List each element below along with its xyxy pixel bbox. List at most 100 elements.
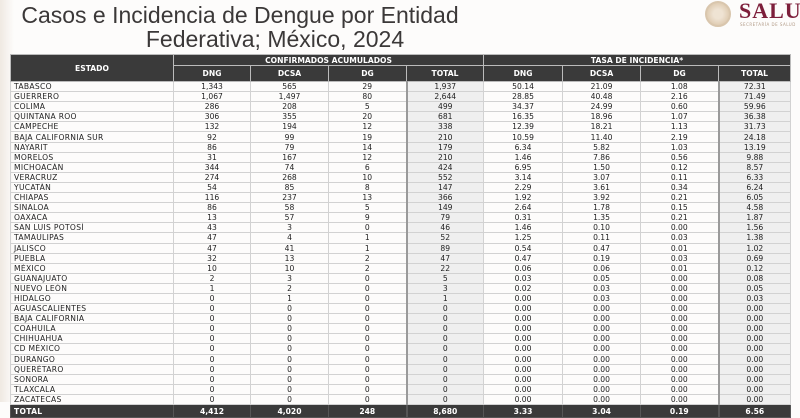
cell-value: 22 <box>405 262 485 274</box>
cell-value: 80 <box>328 91 407 103</box>
cell-value: 237 <box>250 192 329 204</box>
cell-value: 1.78 <box>562 202 642 214</box>
cell-value: 8.57 <box>717 161 792 173</box>
cell-value: 0.47 <box>562 242 642 254</box>
cell-value: 0.00 <box>717 363 792 375</box>
cell-value: 268 <box>250 171 329 183</box>
cell-value: 13 <box>328 192 407 204</box>
cell-value: 18.96 <box>562 111 642 123</box>
cell-value: 7.86 <box>562 151 642 163</box>
cell-value: 72.31 <box>717 80 792 93</box>
state-name: GUERRERO <box>10 91 174 103</box>
cell-value: 0 <box>250 303 329 315</box>
page-title-line1: Casos e Incidencia de Dengue por Entidad <box>21 2 459 28</box>
cell-value: 3.04 <box>562 404 642 418</box>
cell-value: 0 <box>250 363 329 375</box>
cell-value: 0 <box>173 343 251 355</box>
cell-value: 1.50 <box>562 161 642 173</box>
cell-value: 0.00 <box>562 313 642 325</box>
cell-value: 0.03 <box>640 252 720 264</box>
cell-value: 2.16 <box>640 91 720 103</box>
cell-value: 0 <box>173 333 251 345</box>
state-name: SINALOA <box>10 202 174 214</box>
cell-value: 1.46 <box>483 151 564 163</box>
cell-value: 13 <box>250 252 329 264</box>
state-name: JALISCO <box>10 242 174 254</box>
cell-value: 2 <box>173 272 251 284</box>
cell-value: 0 <box>405 373 485 385</box>
cell-value: 2.29 <box>483 181 564 194</box>
cell-value: 0 <box>405 333 485 345</box>
cell-value: 0 <box>173 303 251 315</box>
cell-value: 0.00 <box>562 373 642 385</box>
cell-value: 5 <box>405 272 485 284</box>
cell-value: 355 <box>250 111 329 123</box>
cell-value: 0.31 <box>483 212 564 224</box>
cell-value: 0 <box>328 383 407 395</box>
cell-value: 2 <box>250 282 329 294</box>
cell-value: 0.00 <box>562 303 642 315</box>
cell-value: 40.48 <box>562 91 642 103</box>
table-row: JALISCO 47 41 1 89 0.54 0.47 0.01 1.02 <box>10 242 792 254</box>
table-row: CHIAPAS 116 237 13 366 1.92 3.92 0.21 6.05 <box>10 192 792 204</box>
cell-value: 0.00 <box>483 363 564 375</box>
cell-value: 0.34 <box>640 181 720 194</box>
table-row: CHIHUAHUA 0 0 0 0 0.00 0.00 0.00 0.00 <box>10 333 792 345</box>
cell-value: 0 <box>173 353 251 365</box>
cell-value: 47 <box>405 252 485 264</box>
cell-value: 41 <box>250 242 329 254</box>
cell-value: 0.21 <box>640 212 720 224</box>
cell-value: 0.05 <box>717 282 792 294</box>
cell-value: 0.19 <box>562 252 642 264</box>
cell-value: 9.88 <box>717 151 792 163</box>
cell-value: 0.11 <box>640 171 720 183</box>
cell-value: 0 <box>328 333 407 345</box>
cell-value: 0.00 <box>717 323 792 335</box>
cell-value: 20 <box>328 111 407 123</box>
cell-value: 47 <box>173 242 251 254</box>
table-row: PUEBLA 32 13 2 47 0.47 0.19 0.03 0.69 <box>10 252 792 264</box>
cell-value: 1,497 <box>250 91 329 103</box>
cell-value: 499 <box>405 101 485 113</box>
table-row: BAJA CALIFORNIA SUR 92 99 19 210 10.59 11.40 2.… <box>10 131 792 143</box>
cell-value: 210 <box>405 131 485 143</box>
cell-value: 3 <box>250 222 329 234</box>
cell-value: 552 <box>405 171 485 183</box>
cell-value: 1.25 <box>483 232 564 244</box>
column-header: DNG <box>173 65 251 82</box>
cell-value: 8 <box>328 181 407 194</box>
cell-value: 0.00 <box>717 303 792 315</box>
cell-value: 6 <box>328 161 407 173</box>
cell-value: 0.21 <box>640 192 720 204</box>
cell-value: 0.05 <box>562 272 642 284</box>
page-title-line2: Federativa; México, 2024 <box>145 26 405 52</box>
cell-value: 565 <box>250 80 329 93</box>
cell-value: 306 <box>173 111 251 123</box>
cell-value: 0 <box>328 363 407 375</box>
state-name: TOTAL <box>10 404 174 418</box>
cell-value: 0 <box>250 333 329 345</box>
table-row: DURANGO 0 0 0 0 0.00 0.00 0.00 0.00 <box>10 353 792 365</box>
column-header: DCSA <box>562 65 642 82</box>
cell-value: 0.10 <box>562 222 642 234</box>
cell-value: 3 <box>250 272 329 284</box>
cell-value: 0 <box>173 383 251 395</box>
cell-value: 0 <box>405 343 485 355</box>
cell-value: 344 <box>173 161 251 173</box>
cell-value: 681 <box>405 111 485 123</box>
cell-value: 0.00 <box>483 393 564 406</box>
cell-value: 0.12 <box>717 262 792 274</box>
cell-value: 19 <box>328 131 407 143</box>
cell-value: 194 <box>250 121 329 133</box>
cell-value: 0 <box>328 343 407 355</box>
cell-value: 366 <box>405 192 485 204</box>
cell-value: 4,020 <box>250 404 329 418</box>
cell-value: 14 <box>328 141 407 153</box>
cell-value: 0.08 <box>717 272 792 284</box>
cell-value: 16.35 <box>483 111 564 123</box>
cell-value: 0.00 <box>717 373 792 385</box>
table-row: COAHUILA 0 0 0 0 0.00 0.00 0.00 0.00 <box>10 323 792 335</box>
cell-value: 0.00 <box>562 383 642 395</box>
cell-value: 57 <box>250 212 329 224</box>
state-name: HIDALGO <box>10 292 174 305</box>
